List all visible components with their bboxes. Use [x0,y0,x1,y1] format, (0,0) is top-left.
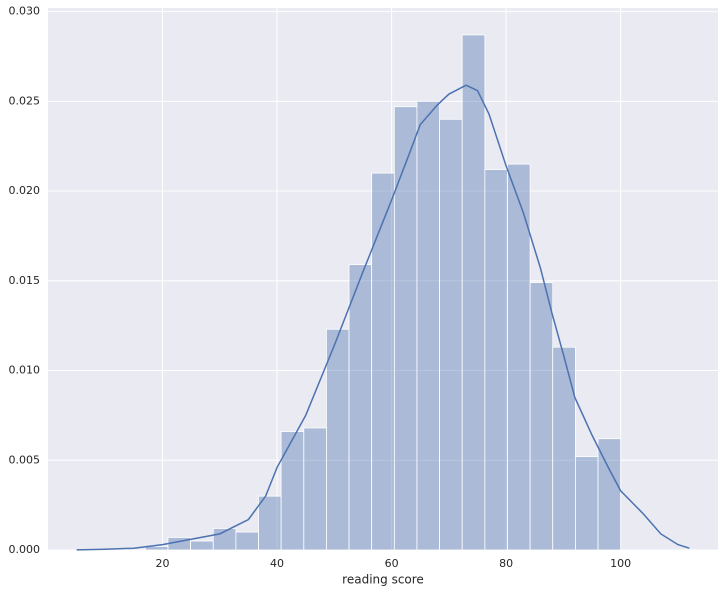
bar [303,427,327,551]
bar [190,540,214,551]
y-tick-label: 0.005 [9,453,41,466]
bar [393,106,418,551]
x-tick-label: 80 [499,557,513,570]
bar [484,169,508,551]
y-tick-label: 0.010 [9,364,41,377]
y-tick-label: 0.025 [9,94,41,107]
bar [235,531,259,551]
bar [461,34,486,551]
bar [416,100,440,551]
bar [348,264,373,551]
y-tick-label: 0.020 [9,184,41,197]
x-axis-label: reading score [342,573,424,587]
bar [529,282,554,551]
plot-area [48,8,718,550]
bar [371,172,395,551]
bar [439,118,463,551]
bar [326,328,350,551]
kde-line [76,84,690,551]
x-tick-label: 20 [156,557,170,570]
x-tick-label: 100 [610,557,631,570]
x-tick-label: 60 [385,557,399,570]
x-tick-label: 40 [270,557,284,570]
bar [280,431,305,551]
y-tick-label: 0.030 [9,5,41,18]
bar [258,495,282,551]
y-tick-label: 0.000 [9,543,41,556]
bar [597,438,622,551]
y-tick-label: 0.015 [9,274,41,287]
bar [575,456,599,551]
bar [552,346,576,551]
